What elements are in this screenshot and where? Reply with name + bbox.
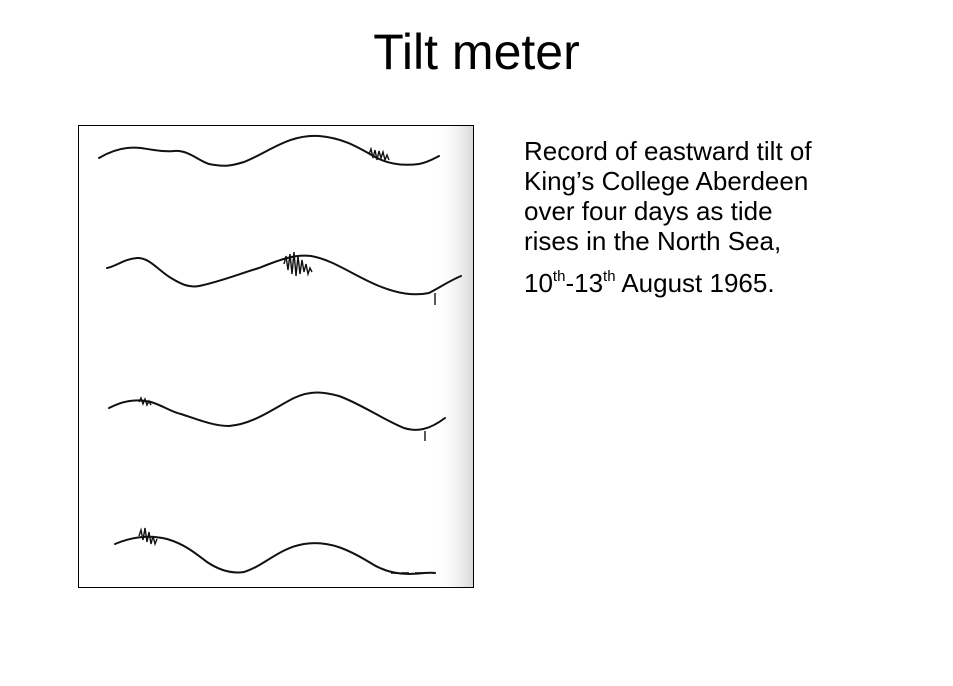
caption-line-2: King’s College Aberdeen: [524, 166, 809, 196]
date-end-suffix: th: [603, 268, 616, 285]
paper-shading: [434, 126, 473, 587]
caption-line-4: rises in the North Sea,: [524, 226, 782, 256]
caption-date-line: 10th-13th August 1965.: [524, 268, 944, 298]
tilt-trace-day-4: [114, 535, 436, 575]
date-rest: August 1965.: [615, 268, 775, 298]
date-start-suffix: th: [552, 268, 566, 285]
caption-line-1: Record of eastward tilt of: [524, 136, 812, 166]
date-start-day: 10: [524, 268, 553, 298]
tilt-record-image: [78, 125, 474, 588]
tilt-trace-day-1: [98, 134, 440, 167]
tilt-trace-day-2: [106, 254, 462, 296]
date-end-day: 13: [574, 268, 604, 298]
caption-line-3: over four days as tide: [524, 196, 773, 226]
seismic-noise-marks: [138, 146, 436, 547]
date-separator: -: [565, 268, 575, 298]
slide-title: Tilt meter: [373, 24, 580, 80]
caption-text: Record of eastward tilt of King’s Colleg…: [524, 136, 944, 298]
tilt-trace-day-3: [108, 391, 446, 431]
